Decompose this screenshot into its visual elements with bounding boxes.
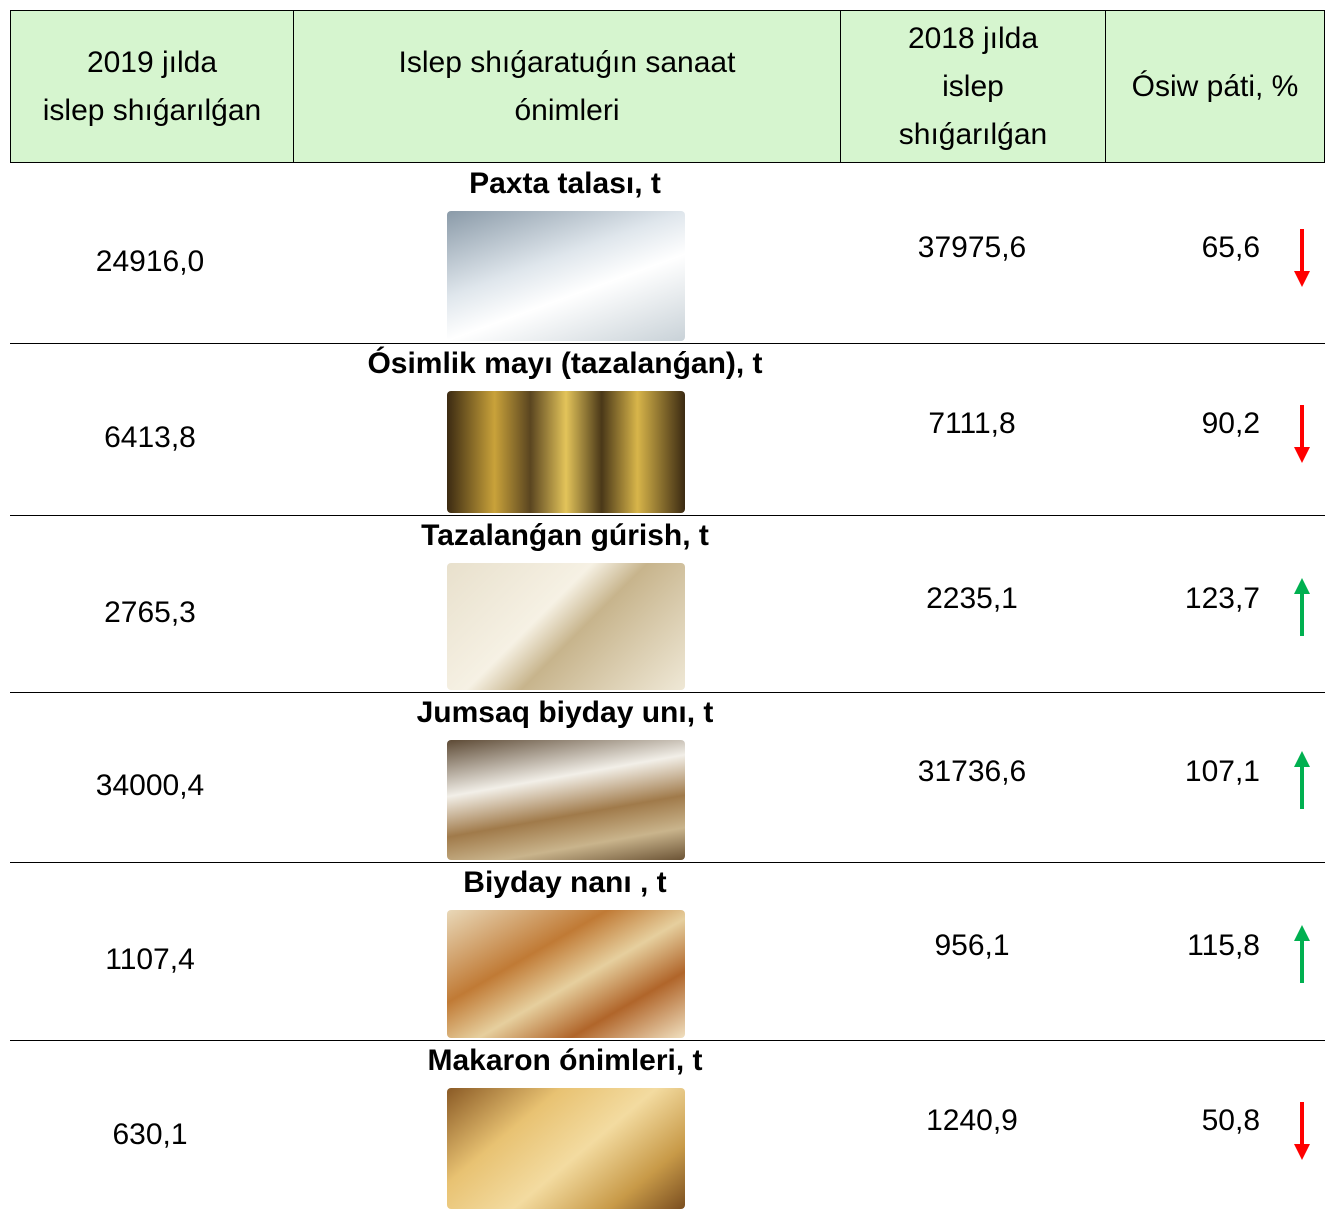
arrow-down: [1294, 1101, 1310, 1160]
header-text: Ósiw páti, %: [1131, 69, 1299, 103]
value-2018: 7111,8: [928, 407, 1016, 440]
row-border: [10, 515, 1325, 516]
product-image: [447, 563, 685, 690]
product-image: [447, 740, 685, 860]
arrow-up: [1294, 925, 1310, 983]
product-name: Makaron ónimleri, t: [427, 1044, 703, 1077]
header-text: ónimleri: [514, 93, 620, 127]
growth-value: 50,8: [1201, 1103, 1260, 1137]
arrow-down: [1294, 229, 1310, 287]
value-2019: 630,1: [112, 1117, 188, 1151]
value-2018: 956,1: [934, 929, 1010, 962]
row-border: [10, 692, 1325, 693]
value-2018: 31736,6: [917, 755, 1027, 788]
product-name: Paxta talası, t: [469, 167, 661, 200]
header-cell: 2018 jılda islep shıǵarılǵan: [840, 10, 1105, 163]
row-border: [10, 862, 1325, 863]
product-image: [447, 211, 685, 341]
arrow-up: [1294, 577, 1310, 636]
header-text: islep: [942, 69, 1004, 103]
value-2018: 2235,1: [926, 581, 1018, 615]
arrow-down: [1294, 405, 1310, 463]
value-2019: 1107,4: [105, 943, 195, 976]
row-border: [10, 343, 1325, 344]
growth-value: 90,2: [1201, 407, 1260, 440]
value-2018: 37975,6: [917, 231, 1027, 264]
product-image: [447, 391, 685, 513]
product-name: Jumsaq biyday unı, t: [416, 696, 714, 729]
value-2019: 34000,4: [95, 769, 205, 802]
header-bottom-border: [10, 162, 1325, 163]
product-image: [447, 1088, 685, 1209]
header-text: islep shıǵarılǵan: [42, 93, 262, 127]
value-2018: 1240,9: [926, 1103, 1018, 1137]
product-name: Tazalanǵan gúrish, t: [421, 519, 709, 552]
growth-value: 123,7: [1184, 581, 1260, 615]
arrow-up: [1294, 751, 1310, 809]
growth-value: 65,6: [1201, 231, 1260, 264]
value-2019: 2765,3: [104, 595, 196, 629]
header-text: Islep shıǵaratuǵın sanaat: [398, 45, 736, 79]
header-cell: 2019 jılda islep shıǵarılǵan: [10, 10, 293, 163]
value-2019: 24916,0: [95, 245, 205, 278]
header-text: shıǵarılǵan: [898, 117, 1048, 151]
header-text: 2019 jılda: [86, 45, 218, 79]
header-text: 2018 jılda: [907, 21, 1039, 55]
product-name: Ósimlik mayı (tazalanǵan), t: [367, 347, 763, 380]
header-cell: Islep shıǵaratuǵın sanaat ónimleri: [293, 10, 840, 163]
header-cell: Ósiw páti, %: [1105, 10, 1325, 163]
row-border: [10, 1040, 1325, 1041]
product-image: [447, 910, 685, 1038]
product-name: Biyday nanı , t: [463, 866, 667, 899]
header-top-border: [10, 10, 1325, 11]
growth-value: 115,8: [1187, 929, 1260, 962]
growth-value: 107,1: [1184, 755, 1260, 788]
value-2019: 6413,8: [104, 421, 196, 454]
